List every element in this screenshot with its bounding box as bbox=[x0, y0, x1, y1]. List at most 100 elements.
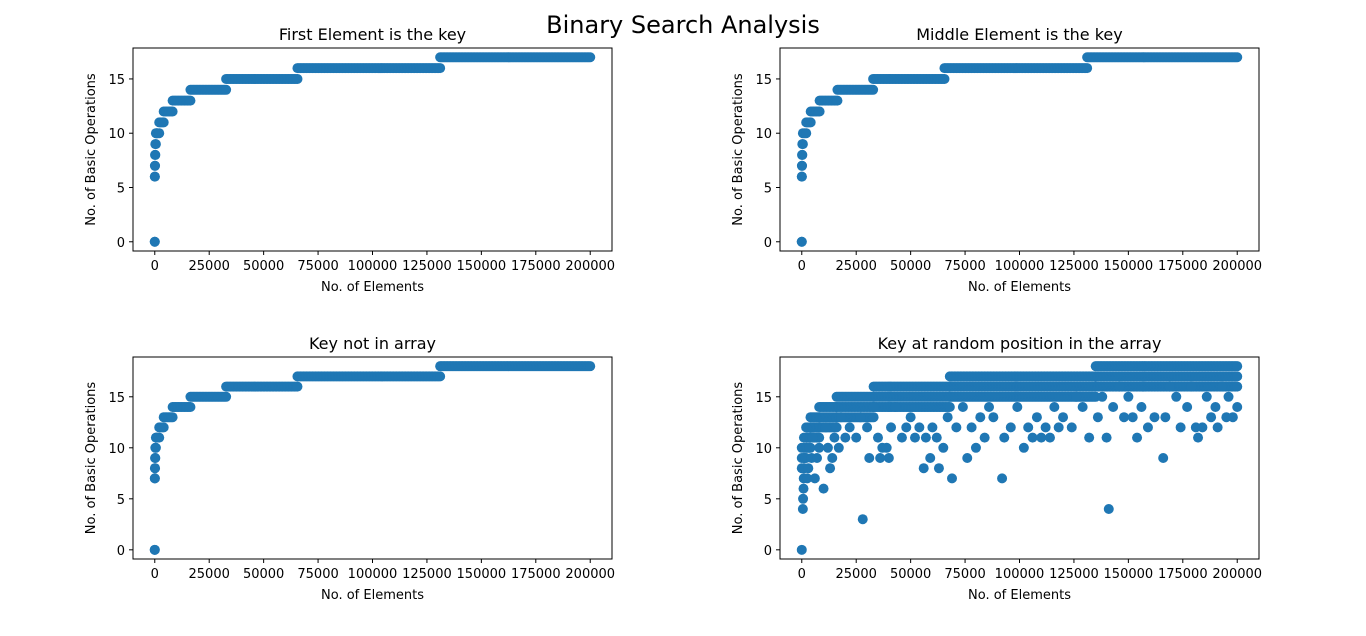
data-point bbox=[158, 422, 169, 433]
data-point bbox=[947, 473, 957, 484]
y-tick-label: 15 bbox=[755, 73, 772, 88]
y-tick-label: 15 bbox=[108, 73, 125, 88]
data-point bbox=[1127, 412, 1138, 423]
data-point bbox=[999, 432, 1010, 443]
data-point bbox=[868, 401, 879, 412]
subplot-title: Middle Element is the key bbox=[916, 25, 1122, 44]
data-point bbox=[797, 149, 808, 160]
data-point bbox=[864, 453, 875, 463]
y-axis-label: No. of Basic Operations bbox=[731, 382, 746, 535]
data-point bbox=[1077, 401, 1088, 412]
data-point bbox=[1114, 381, 1125, 392]
scatter-series bbox=[149, 361, 596, 555]
data-point bbox=[944, 401, 955, 412]
y-axis-label: No. of Basic Operations bbox=[731, 73, 746, 226]
data-point bbox=[988, 412, 999, 423]
data-point bbox=[149, 473, 160, 484]
x-tick-label: 75000 bbox=[944, 567, 985, 582]
data-point bbox=[925, 453, 936, 463]
x-tick-label: 175000 bbox=[511, 259, 561, 274]
data-point bbox=[1119, 412, 1130, 423]
subplot-middle-element-key: Middle Element is the key 0 25000 50000 7500… bbox=[731, 25, 1262, 295]
data-point bbox=[951, 422, 962, 433]
x-tick-label: 25000 bbox=[189, 567, 230, 582]
data-point bbox=[827, 453, 838, 463]
x-axis-label: No. of Elements bbox=[968, 280, 1071, 295]
data-point bbox=[1193, 432, 1204, 443]
data-point bbox=[167, 412, 178, 423]
data-point bbox=[979, 432, 990, 443]
data-point bbox=[872, 432, 883, 443]
y-axis-label: No. of Basic Operations bbox=[84, 73, 99, 226]
data-point bbox=[185, 95, 196, 106]
data-point bbox=[150, 139, 161, 150]
x-tick-label: 200000 bbox=[1212, 567, 1262, 582]
data-point bbox=[797, 139, 808, 150]
x-tick-label: 25000 bbox=[836, 259, 877, 274]
data-point bbox=[1058, 412, 1069, 423]
data-point bbox=[857, 514, 868, 525]
x-tick-label: 175000 bbox=[511, 567, 561, 582]
y-tick-label: 10 bbox=[755, 127, 772, 142]
data-point bbox=[1012, 401, 1023, 412]
data-point bbox=[905, 412, 916, 423]
data-point bbox=[920, 432, 931, 443]
data-point bbox=[1036, 432, 1047, 443]
subplot-title: Key at random position in the array bbox=[878, 334, 1162, 353]
data-point bbox=[881, 442, 892, 453]
subplot-title: Key not in array bbox=[309, 334, 436, 353]
data-point bbox=[1092, 412, 1103, 423]
y-tick-label: 5 bbox=[764, 181, 772, 196]
data-point bbox=[851, 432, 862, 443]
data-point bbox=[984, 401, 995, 412]
data-point bbox=[805, 117, 816, 128]
subplot-first-element-key: First Element is the key 0 25000 50000 75000… bbox=[84, 25, 615, 295]
data-point bbox=[822, 442, 833, 453]
data-point bbox=[1186, 381, 1197, 392]
y-tick-label: 0 bbox=[764, 236, 772, 251]
data-point bbox=[927, 422, 938, 433]
data-point bbox=[868, 84, 879, 95]
x-axis-label: No. of Elements bbox=[968, 588, 1071, 603]
data-point bbox=[1132, 432, 1143, 443]
data-point bbox=[896, 432, 907, 443]
data-point bbox=[802, 473, 813, 484]
data-point bbox=[221, 84, 232, 95]
y-tick-label: 5 bbox=[117, 493, 125, 508]
data-point bbox=[807, 432, 818, 443]
data-point bbox=[1182, 401, 1193, 412]
y-tick-label: 10 bbox=[755, 442, 772, 457]
x-tick-label: 200000 bbox=[1212, 259, 1262, 274]
y-tick-label: 15 bbox=[108, 391, 125, 406]
data-point bbox=[833, 442, 844, 453]
data-point bbox=[814, 442, 825, 453]
data-point bbox=[585, 361, 596, 372]
y-tick-label: 0 bbox=[117, 236, 125, 251]
data-point bbox=[886, 422, 897, 433]
data-point bbox=[1197, 422, 1208, 433]
x-tick-label: 0 bbox=[151, 567, 159, 582]
x-tick-label: 0 bbox=[798, 567, 806, 582]
y-tick-label: 5 bbox=[764, 493, 772, 508]
data-point bbox=[1031, 412, 1042, 423]
data-point bbox=[868, 412, 879, 423]
data-point bbox=[1101, 432, 1112, 443]
data-point bbox=[970, 442, 981, 453]
data-point bbox=[844, 422, 855, 433]
data-point bbox=[1044, 432, 1055, 443]
data-point bbox=[1027, 432, 1038, 443]
x-tick-label: 125000 bbox=[1049, 567, 1099, 582]
data-point bbox=[832, 95, 843, 106]
data-point bbox=[829, 432, 840, 443]
data-point bbox=[150, 149, 161, 160]
data-point bbox=[1053, 422, 1064, 433]
data-point bbox=[939, 73, 950, 84]
data-point bbox=[818, 483, 829, 494]
data-point bbox=[803, 463, 814, 474]
data-point bbox=[1040, 422, 1051, 433]
data-point bbox=[798, 493, 809, 504]
data-point bbox=[1123, 391, 1134, 402]
data-point bbox=[796, 171, 807, 182]
data-point bbox=[435, 371, 446, 382]
data-point bbox=[158, 117, 169, 128]
